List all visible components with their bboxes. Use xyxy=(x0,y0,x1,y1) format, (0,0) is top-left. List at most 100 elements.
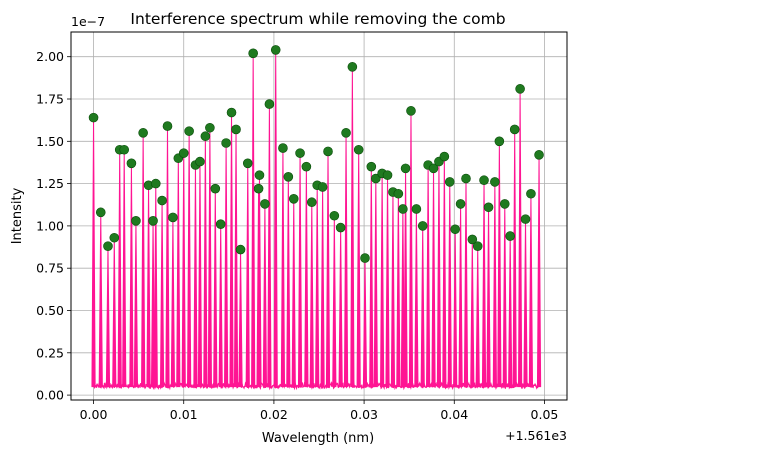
spectrum-peak xyxy=(320,186,325,388)
peak-marker xyxy=(417,221,428,231)
y-tick-label: 1.00 xyxy=(36,218,64,233)
peak-marker xyxy=(283,172,294,182)
spectrum-peak xyxy=(356,149,361,388)
peak-marker xyxy=(264,99,275,109)
peak-marker xyxy=(323,146,333,157)
y-tick-label: 0.00 xyxy=(36,388,64,403)
peak-marker xyxy=(411,204,422,214)
peak-marker xyxy=(371,173,381,184)
peak-marker xyxy=(450,224,460,235)
peak-marker xyxy=(253,183,264,194)
spectrum-peak xyxy=(181,153,186,388)
spectrum-peak xyxy=(475,246,480,388)
spectrum-peak xyxy=(502,203,507,388)
peak-marker xyxy=(444,177,455,187)
y-axis-label: Intensity xyxy=(10,187,25,244)
peak-marker xyxy=(490,177,500,187)
spectrum-peak xyxy=(426,164,431,388)
spectrum-peak xyxy=(176,158,181,388)
peak-marker xyxy=(242,158,253,169)
plot-frame xyxy=(70,31,568,401)
y-tick-label: 1.75 xyxy=(36,92,64,107)
peak-marker xyxy=(215,219,226,230)
spectrum-peak xyxy=(309,202,314,388)
x-offset-label: +1.561e3 xyxy=(505,428,567,443)
y-tick-label: 0.75 xyxy=(36,261,64,276)
spectrum-peak xyxy=(380,173,385,388)
spectrum-peak xyxy=(117,149,122,388)
peak-marker xyxy=(200,131,211,142)
spectrum-peak xyxy=(403,168,408,388)
peak-marker xyxy=(260,199,270,209)
spectrum-peak xyxy=(447,181,452,388)
spectrum-peak xyxy=(408,110,414,388)
chart-title: Interference spectrum while removing the… xyxy=(130,10,505,28)
spectrum-peak xyxy=(470,239,475,388)
spectrum-peak xyxy=(463,178,469,388)
peak-marker xyxy=(195,156,205,167)
peak-marker xyxy=(231,124,241,135)
peak-marker xyxy=(479,175,489,186)
peak-marker xyxy=(162,121,173,131)
y-tick-label: 0.50 xyxy=(36,303,64,318)
peak-marker xyxy=(295,148,305,158)
x-axis-label: Wavelength (nm) xyxy=(262,431,374,446)
spectrum-peak xyxy=(396,193,401,388)
spectrum-peak xyxy=(390,192,396,388)
spectrum-peak xyxy=(218,224,223,388)
spectrum-series xyxy=(91,49,542,391)
spectrum-peak xyxy=(343,132,349,388)
peak-marker xyxy=(483,202,494,213)
peak-marker xyxy=(288,194,299,204)
spectrum-peak xyxy=(528,193,534,388)
peak-marker xyxy=(205,122,215,133)
peak-marker xyxy=(455,199,466,209)
y-tick-label: 0.25 xyxy=(36,345,64,360)
spectrum-peak xyxy=(338,227,343,388)
spectrum-peak xyxy=(153,183,158,388)
peak-marker xyxy=(119,144,130,155)
peak-marker xyxy=(393,188,404,199)
peak-marker xyxy=(109,232,120,243)
peak-marker xyxy=(221,138,231,148)
spectrum-peak xyxy=(369,166,374,388)
peak-marker xyxy=(126,158,137,169)
spectrum-peak xyxy=(315,185,320,388)
spectrum-peak xyxy=(453,229,458,388)
peak-marker xyxy=(467,234,478,245)
x-tick-label: 0.03 xyxy=(350,407,378,422)
peak-marker xyxy=(341,128,351,138)
peak-marker xyxy=(499,199,510,209)
peak-marker xyxy=(398,204,408,214)
peak-marker xyxy=(494,136,505,147)
peak-marker xyxy=(138,128,148,138)
peak-marker xyxy=(335,222,346,233)
y-tick-label: 1.25 xyxy=(36,176,64,191)
peak-markers xyxy=(88,45,544,263)
peak-marker xyxy=(88,112,99,123)
spectrum-peak xyxy=(420,225,425,388)
spectrum-peak xyxy=(414,208,419,388)
spectrum-peak xyxy=(133,220,139,388)
peak-marker xyxy=(184,126,194,136)
x-tick-label: 0.00 xyxy=(80,407,108,422)
spectrum-peak xyxy=(122,149,127,388)
spectrum-peak xyxy=(197,161,203,388)
peak-marker xyxy=(306,197,317,208)
peak-marker xyxy=(382,170,393,180)
spectrum-peak xyxy=(492,181,497,388)
spectrum-peak xyxy=(159,200,165,388)
spectrum-peak xyxy=(297,153,303,388)
x-axis: 0.00 0.01 0.02 0.03 0.04 0.05 xyxy=(80,400,558,422)
peak-marker xyxy=(157,195,167,206)
spectrum-peak xyxy=(150,220,156,388)
spectrum-peak xyxy=(91,117,96,388)
spectrum-peak xyxy=(112,237,117,388)
peak-marker xyxy=(366,161,377,172)
spectrum-peak xyxy=(508,236,513,388)
spectrum-peak xyxy=(325,151,331,388)
spectrum-peak xyxy=(165,126,170,388)
spectrum-peak xyxy=(512,129,517,388)
peak-marker xyxy=(148,216,158,226)
peak-marker xyxy=(317,182,328,192)
